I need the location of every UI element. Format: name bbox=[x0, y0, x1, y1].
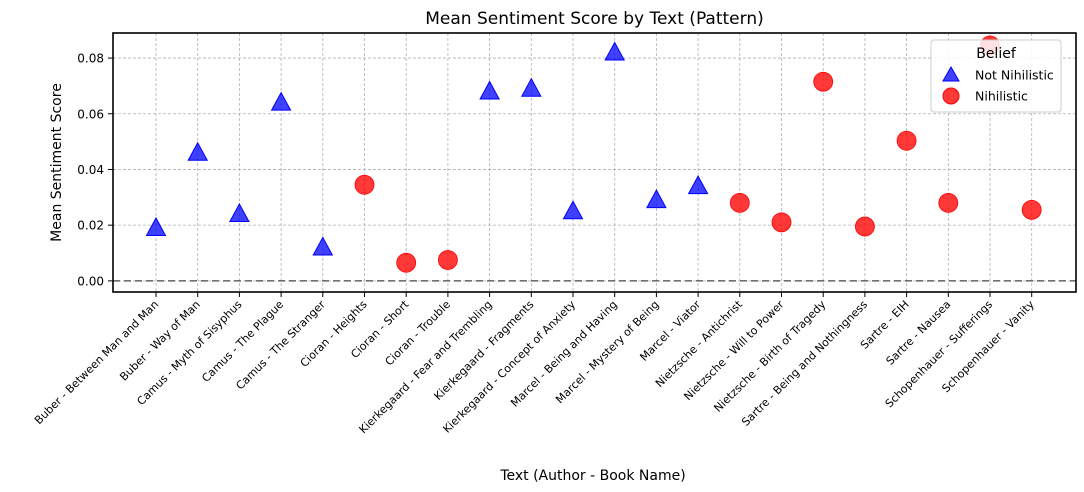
point-buber-between-man-and-man bbox=[145, 216, 167, 236]
point-marcel-being-and-having bbox=[604, 41, 626, 61]
y-tick-label: 0.06 bbox=[77, 107, 104, 121]
plot-frame bbox=[112, 32, 1077, 293]
point-sartre-being-and-nothingness bbox=[855, 216, 875, 237]
point-marcel-mystery-of-being bbox=[646, 189, 667, 209]
point-cioran-heights bbox=[354, 174, 375, 195]
point-cioran-short bbox=[396, 252, 417, 273]
chart-title: Mean Sentiment Score by Text (Pattern) bbox=[425, 9, 763, 29]
point-cioran-trouble bbox=[437, 250, 458, 270]
x-axis-title: Text (Author - Book Name) bbox=[499, 468, 685, 484]
point-kierkegaard-fragments bbox=[520, 77, 542, 97]
y-tick-label: 0.08 bbox=[77, 52, 104, 66]
point-sartre-nausea bbox=[938, 192, 959, 213]
point-camus-myth-of-sisyphus bbox=[229, 202, 250, 223]
y-tick-label: 0.04 bbox=[77, 163, 104, 177]
point-schopenhauer-vanity bbox=[1021, 199, 1042, 220]
y-tick-label: 0.00 bbox=[77, 274, 104, 288]
point-marcel-viator bbox=[687, 175, 709, 195]
data-points bbox=[145, 35, 1042, 273]
point-kierkegaard-concept-of-anxiety bbox=[562, 200, 584, 220]
legend-title: Belief bbox=[976, 46, 1017, 62]
x-tick-label: Buber - Way of Man bbox=[117, 298, 203, 384]
legend-box bbox=[930, 39, 1062, 113]
point-nietzsche-antichrist bbox=[729, 192, 750, 213]
point-nietzsche-birth-of-tragedy bbox=[813, 71, 834, 92]
x-tick-label: Camus - The Plague bbox=[199, 298, 286, 385]
y-tick-label: 0.02 bbox=[77, 219, 104, 233]
point-kierkegaard-fear-and-trembling bbox=[479, 80, 500, 100]
legend: Belief Not Nihilistic Nihilistic bbox=[930, 39, 1062, 113]
point-sartre-eih bbox=[896, 130, 917, 151]
legend-triangle-marker bbox=[942, 65, 960, 82]
legend-label-nihilistic: Nihilistic bbox=[975, 89, 1028, 104]
point-buber-way-of-man bbox=[187, 141, 209, 161]
y-axis-title: Mean Sentiment Score bbox=[49, 83, 65, 242]
point-nietzsche-will-to-power bbox=[771, 212, 792, 233]
y-axis: 0.00 0.02 0.04 0.06 0.08 bbox=[77, 52, 113, 288]
legend-label-not-nihilistic: Not Nihilistic bbox=[975, 68, 1054, 83]
point-camus-the-plague bbox=[270, 91, 292, 111]
legend-circle-marker bbox=[942, 87, 960, 105]
grid bbox=[113, 33, 1076, 292]
point-camus-the-stranger bbox=[312, 236, 334, 256]
